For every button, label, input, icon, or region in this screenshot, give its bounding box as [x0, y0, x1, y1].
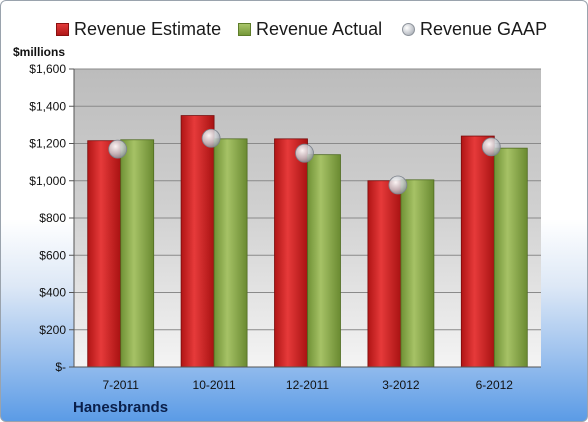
legend-label-revenue-gaap: Revenue GAAP [420, 18, 548, 39]
bar-revenue-estimate [180, 115, 215, 368]
y-tick-label: $600 [39, 248, 66, 262]
bar-revenue-estimate [274, 138, 308, 368]
bar-revenue-actual [213, 138, 248, 368]
y-tick-label: $800 [39, 211, 66, 225]
company-name: Hanesbrands [73, 399, 169, 416]
bar-revenue-actual [120, 139, 155, 368]
legend-item-revenue-gaap: Revenue GAAP [402, 15, 547, 43]
bar-revenue-actual [400, 179, 435, 368]
legend-item-revenue-actual: Revenue Actual [238, 15, 382, 43]
legend-label-revenue-actual: Revenue Actual [256, 18, 383, 39]
x-tick-label: 6-2012 [476, 378, 514, 392]
bar-revenue-estimate [460, 135, 495, 368]
y-tick-label: $200 [39, 323, 66, 337]
legend-swatch-revenue-actual [238, 22, 251, 36]
y-tick-label: $- [55, 360, 66, 374]
bar-revenue-estimate [87, 140, 122, 368]
legend-item-revenue-estimate: Revenue Estimate [56, 15, 221, 43]
marker-revenue-gaap [201, 128, 221, 148]
bar-revenue-estimate [367, 180, 402, 368]
y-tick-label: $400 [39, 286, 66, 300]
y-tick-label: $1,000 [29, 174, 66, 188]
x-tick-label: 7-2011 [102, 378, 139, 392]
marker-revenue-gaap [388, 175, 408, 195]
marker-revenue-gaap [108, 139, 128, 159]
x-tick-label: 3-2012 [382, 378, 420, 392]
marker-revenue-gaap [481, 137, 501, 157]
bar-revenue-actual [493, 147, 528, 368]
y-tick-label: $1,400 [29, 99, 66, 113]
marker-revenue-gaap [295, 143, 314, 163]
x-tick-label: 12-2011 [286, 378, 329, 392]
y-tick-label: $1,200 [29, 137, 66, 151]
y-tick-label: $1,600 [29, 62, 66, 76]
legend-swatch-revenue-estimate [56, 22, 69, 36]
x-tick-label: 10-2011 [193, 378, 236, 392]
legend-swatch-revenue-gaap [402, 22, 415, 36]
y-units-label: $millions [13, 45, 66, 59]
legend: Revenue Estimate Revenue Actual Revenue … [1, 15, 587, 43]
legend-label-revenue-estimate: Revenue Estimate [74, 18, 222, 39]
bar-revenue-actual [307, 154, 341, 368]
